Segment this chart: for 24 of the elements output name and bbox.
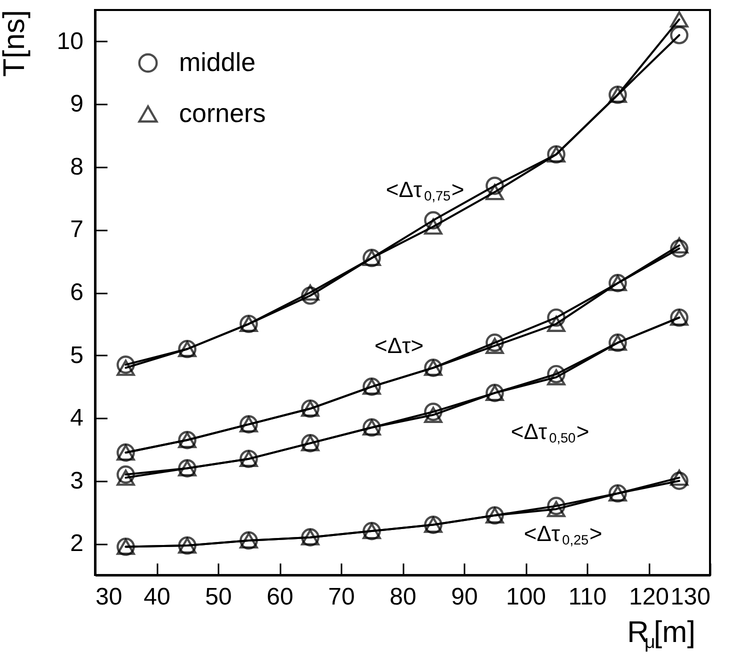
x-tick-label: 130 bbox=[670, 584, 710, 610]
x-tick-label: 80 bbox=[390, 584, 416, 610]
y-tick-label: 8 bbox=[70, 153, 84, 180]
y-tick-label: 4 bbox=[70, 404, 84, 432]
y-tick-label: 7 bbox=[70, 216, 84, 244]
legend-label: middle bbox=[179, 47, 256, 77]
y-tick-label: 9 bbox=[70, 90, 84, 118]
legend-label: corners bbox=[179, 98, 266, 128]
y-tick-label: 3 bbox=[70, 467, 84, 494]
annotation: <Δτ> bbox=[374, 333, 424, 358]
y-tick-label: 5 bbox=[70, 342, 84, 369]
x-tick-label: 50 bbox=[205, 584, 232, 610]
x-tick-label: 110 bbox=[568, 584, 607, 610]
y-tick-label: 2 bbox=[70, 530, 84, 558]
y-tick-label: 6 bbox=[70, 279, 84, 306]
x-tick-label: 70 bbox=[328, 584, 355, 610]
y-tick-label: 10 bbox=[56, 28, 84, 55]
y-axis-title: T[ns] bbox=[0, 10, 31, 77]
x-tick-label: 90 bbox=[451, 584, 478, 610]
x-tick-label: 100 bbox=[506, 584, 546, 610]
x-tick-label: 60 bbox=[266, 584, 294, 610]
x-tick-label: 30 bbox=[96, 584, 122, 610]
x-tick-label: 120 bbox=[628, 584, 670, 610]
x-tick-label: 40 bbox=[144, 584, 170, 610]
